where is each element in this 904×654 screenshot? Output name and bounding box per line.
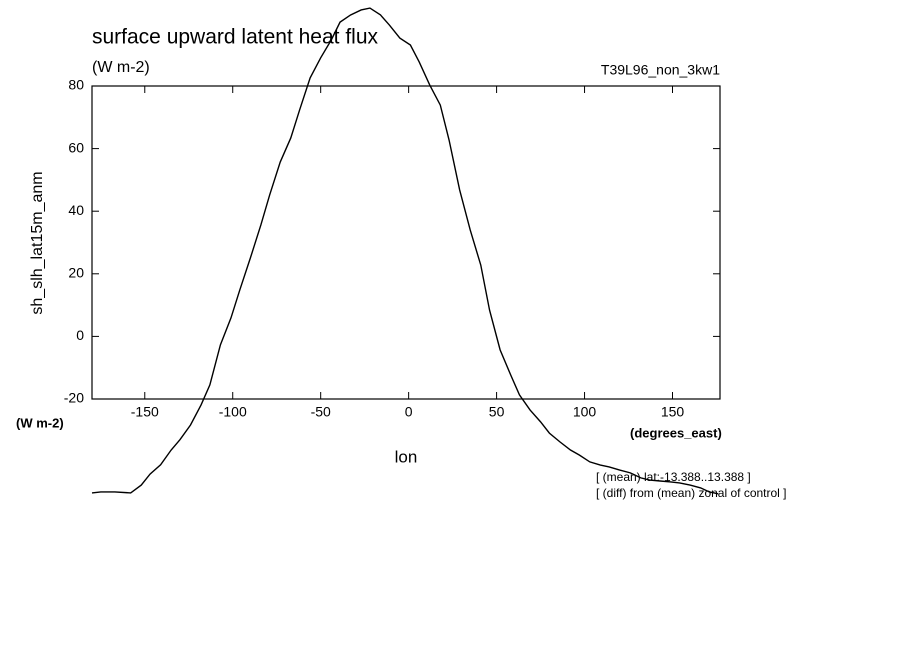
- y-axis-units: (W m-2): [16, 415, 64, 430]
- x-tick-label: -100: [219, 404, 247, 420]
- y-tick-label: 60: [68, 139, 84, 155]
- y-tick-label: 40: [68, 202, 84, 218]
- y-tick-label: 0: [76, 327, 84, 343]
- x-tick-label: -50: [311, 404, 331, 420]
- annotation: [ (mean) lat:-13.388..13.388 ]: [596, 470, 751, 484]
- chart-title: surface upward latent heat flux: [92, 26, 379, 49]
- plot-frame: [91, 85, 721, 400]
- annotation: [ (diff) from (mean) zonal of control ]: [596, 486, 787, 500]
- dataset-label: T39L96_non_3kw1: [601, 62, 720, 78]
- y-tick-label: -20: [64, 390, 84, 406]
- x-tick-label: 50: [489, 404, 505, 420]
- data-line: [91, 7, 719, 495]
- x-tick-label: 0: [405, 404, 413, 420]
- y-tick-label: 80: [68, 77, 84, 93]
- y-axis-label: sh_slh_lat15m_anm: [29, 171, 46, 314]
- x-axis-label: lon: [395, 447, 418, 466]
- x-tick-label: 150: [661, 404, 685, 420]
- x-tick-label: -150: [131, 404, 159, 420]
- y-tick-label: 20: [68, 265, 84, 281]
- chart-units: (W m-2): [92, 59, 150, 76]
- x-axis-units: (degrees_east): [630, 425, 722, 440]
- x-tick-label: 100: [573, 404, 597, 420]
